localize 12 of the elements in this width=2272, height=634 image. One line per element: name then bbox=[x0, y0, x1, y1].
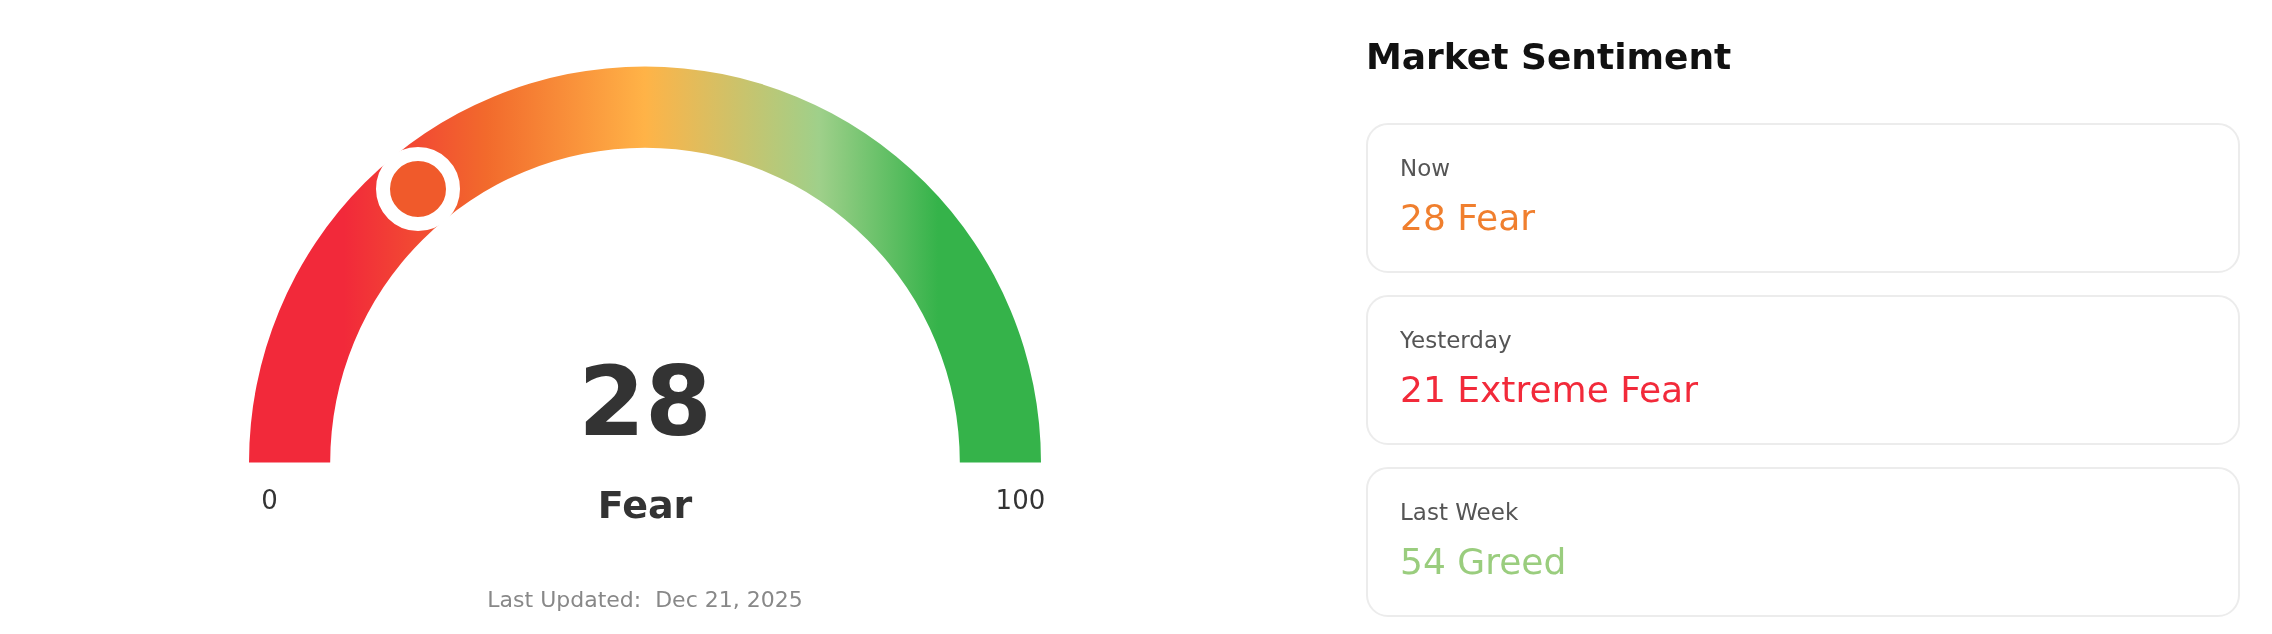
text: 21 Extreme Fear bbox=[1400, 369, 1698, 410]
text: Market Sentiment bbox=[1366, 36, 1732, 77]
text: 0 bbox=[261, 485, 278, 516]
category-label: Fear bbox=[597, 483, 693, 528]
text: 28 Fear bbox=[1400, 197, 1535, 238]
category-label: Yesterday bbox=[1400, 327, 1512, 353]
text: 54 Greed bbox=[1400, 541, 1567, 582]
category-label: Now bbox=[1400, 155, 1451, 181]
text: 100 bbox=[995, 485, 1046, 516]
text: Last Updated: Dec 21, 2025 bbox=[487, 587, 803, 613]
data-label: 28 bbox=[578, 346, 712, 459]
category-label: Last Week bbox=[1400, 499, 1519, 525]
